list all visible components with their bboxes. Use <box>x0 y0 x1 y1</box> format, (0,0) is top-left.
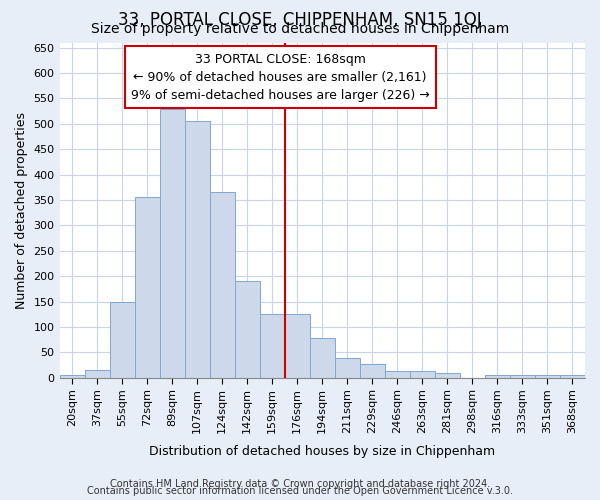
Bar <box>385 371 410 378</box>
Bar <box>435 373 460 378</box>
Bar <box>209 192 235 378</box>
Bar <box>85 370 110 378</box>
Text: Size of property relative to detached houses in Chippenham: Size of property relative to detached ho… <box>91 22 509 36</box>
Bar <box>510 376 535 378</box>
Bar <box>160 108 185 378</box>
Text: Contains HM Land Registry data © Crown copyright and database right 2024.: Contains HM Land Registry data © Crown c… <box>110 479 490 489</box>
Bar <box>110 302 134 378</box>
X-axis label: Distribution of detached houses by size in Chippenham: Distribution of detached houses by size … <box>149 444 496 458</box>
Bar <box>260 314 285 378</box>
Bar <box>185 122 209 378</box>
Bar <box>360 364 385 378</box>
Bar <box>59 376 85 378</box>
Bar <box>285 314 310 378</box>
Bar <box>535 376 560 378</box>
Text: Contains public sector information licensed under the Open Government Licence v.: Contains public sector information licen… <box>87 486 513 496</box>
Text: 33 PORTAL CLOSE: 168sqm
← 90% of detached houses are smaller (2,161)
9% of semi-: 33 PORTAL CLOSE: 168sqm ← 90% of detache… <box>131 52 430 102</box>
Bar <box>335 358 360 378</box>
Bar <box>485 376 510 378</box>
Bar <box>310 338 335 378</box>
Y-axis label: Number of detached properties: Number of detached properties <box>15 112 28 308</box>
Text: 33, PORTAL CLOSE, CHIPPENHAM, SN15 1QJ: 33, PORTAL CLOSE, CHIPPENHAM, SN15 1QJ <box>118 11 482 29</box>
Bar <box>410 371 435 378</box>
Bar <box>235 282 260 378</box>
Bar <box>134 198 160 378</box>
Bar <box>560 376 585 378</box>
